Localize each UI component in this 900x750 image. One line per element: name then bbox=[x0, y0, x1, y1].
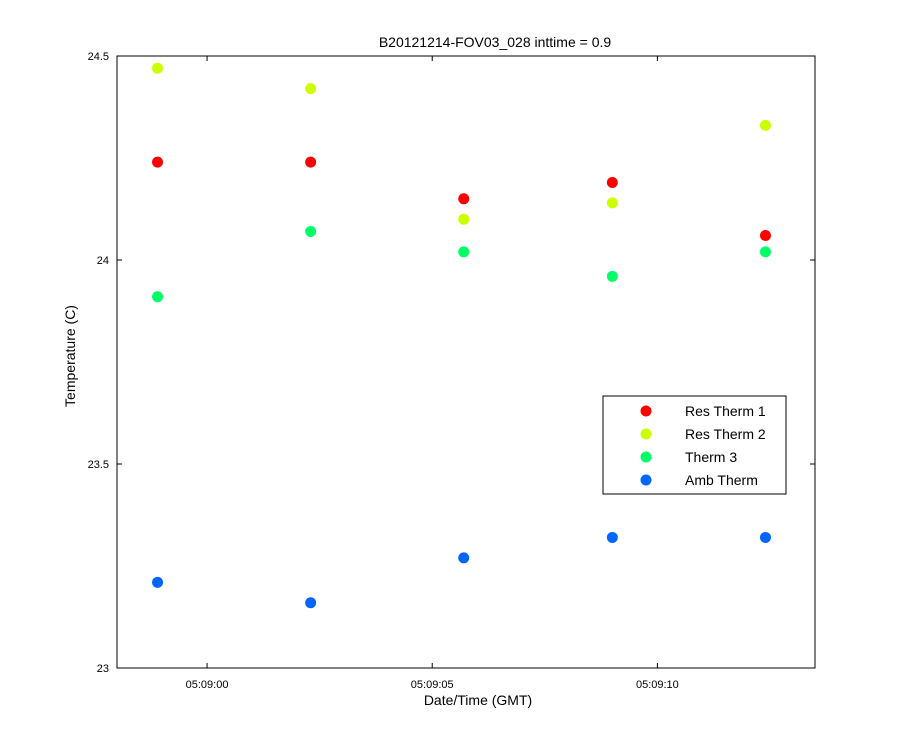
point-res-therm-2 bbox=[305, 83, 317, 95]
y-tick-label: 24.5 bbox=[88, 51, 109, 63]
point-res-therm-2 bbox=[606, 197, 618, 209]
legend-marker-therm-3 bbox=[640, 451, 652, 463]
point-amb-therm bbox=[305, 597, 317, 609]
point-therm-3 bbox=[606, 270, 618, 282]
y-tick-label: 23 bbox=[97, 663, 109, 675]
point-therm-3 bbox=[152, 291, 164, 303]
point-amb-therm bbox=[458, 552, 470, 564]
point-res-therm-1 bbox=[152, 156, 164, 168]
legend-marker-res-therm-2 bbox=[640, 428, 652, 440]
legend-box bbox=[602, 395, 787, 495]
point-res-therm-2 bbox=[152, 62, 164, 74]
point-therm-3 bbox=[458, 246, 470, 258]
legend-marker-amb-therm bbox=[640, 474, 652, 486]
point-amb-therm bbox=[152, 576, 164, 588]
point-therm-3 bbox=[305, 225, 317, 237]
legend-marker-res-therm-1 bbox=[640, 405, 652, 417]
data-points bbox=[152, 62, 771, 609]
legend: Res Therm 1 Res Therm 2 Therm 3 Amb Therm bbox=[602, 395, 787, 495]
y-tick-label: 23.5 bbox=[88, 459, 109, 471]
point-res-therm-1 bbox=[606, 176, 618, 188]
x-tick-label: 05:09:10 bbox=[636, 679, 679, 691]
plot-area bbox=[116, 55, 816, 669]
x-axis-label: Date/Time (GMT) bbox=[424, 692, 532, 708]
x-axis: 05:09:00 05:09:05 05:09:10 bbox=[186, 56, 679, 691]
point-amb-therm bbox=[759, 531, 771, 543]
point-amb-therm bbox=[606, 531, 618, 543]
chart-title: B20121214-FOV03_028 inttime = 0.9 bbox=[379, 34, 612, 50]
legend-label-res-therm-2: Res Therm 2 bbox=[685, 426, 766, 442]
legend-label-res-therm-1: Res Therm 1 bbox=[685, 403, 766, 419]
legend-label-amb-therm: Amb Therm bbox=[685, 472, 758, 488]
point-res-therm-1 bbox=[305, 156, 317, 168]
x-tick-label: 05:09:00 bbox=[186, 679, 229, 691]
point-res-therm-1 bbox=[458, 193, 470, 205]
legend-label-therm-3: Therm 3 bbox=[685, 449, 737, 465]
point-res-therm-1 bbox=[759, 230, 771, 242]
x-tick-label: 05:09:05 bbox=[411, 679, 454, 691]
point-res-therm-2 bbox=[759, 119, 771, 131]
point-therm-3 bbox=[759, 246, 771, 258]
point-res-therm-2 bbox=[458, 213, 470, 225]
y-axis-label: Temperature (C) bbox=[62, 305, 78, 407]
y-tick-label: 24 bbox=[97, 255, 109, 267]
y-axis: 23 23.5 24 24.5 bbox=[88, 51, 815, 675]
